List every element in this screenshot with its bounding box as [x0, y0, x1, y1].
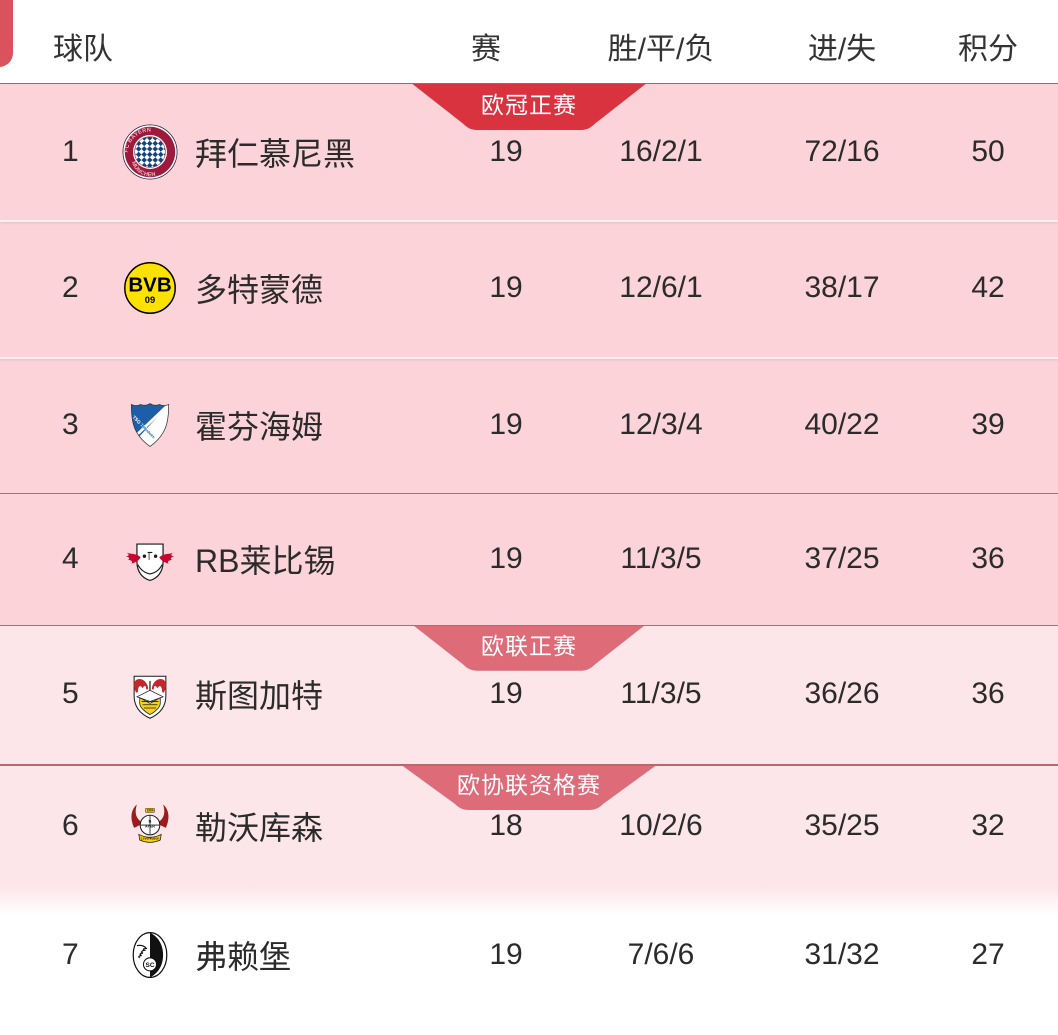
svg-text:09: 09	[145, 295, 155, 305]
svg-text:AYER: AYER	[145, 824, 155, 828]
svg-text:Leverkusen: Leverkusen	[141, 836, 160, 840]
svg-text:B: B	[149, 818, 152, 823]
svg-text:SC: SC	[145, 962, 154, 969]
svg-text:1904: 1904	[146, 808, 153, 812]
svg-text:BVB: BVB	[128, 274, 171, 297]
